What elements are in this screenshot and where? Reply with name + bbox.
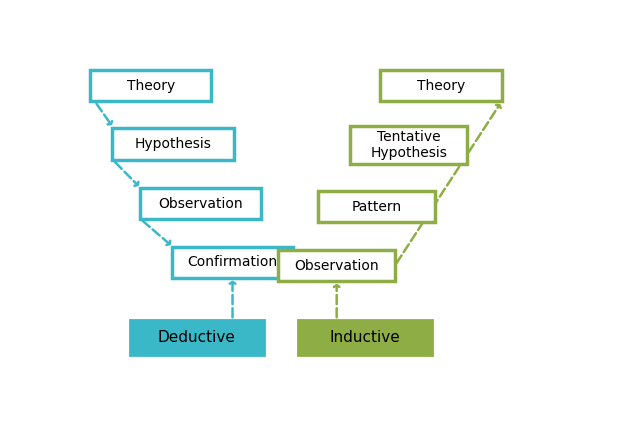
Text: Pattern: Pattern: [351, 200, 401, 214]
FancyBboxPatch shape: [112, 128, 234, 160]
Text: Theory: Theory: [127, 79, 175, 93]
Text: Inductive: Inductive: [330, 330, 401, 345]
FancyBboxPatch shape: [90, 70, 211, 101]
FancyBboxPatch shape: [140, 188, 261, 219]
Text: Tentative
Hypothesis: Tentative Hypothesis: [370, 130, 447, 160]
FancyBboxPatch shape: [298, 320, 432, 354]
FancyBboxPatch shape: [278, 250, 395, 281]
Text: Hypothesis: Hypothesis: [134, 137, 211, 151]
Text: Deductive: Deductive: [157, 330, 236, 345]
FancyBboxPatch shape: [380, 70, 502, 101]
FancyBboxPatch shape: [172, 247, 293, 278]
Text: Theory: Theory: [417, 79, 465, 93]
Text: Observation: Observation: [294, 259, 379, 273]
Text: Observation: Observation: [158, 196, 243, 210]
Text: Confirmation: Confirmation: [188, 255, 278, 269]
FancyBboxPatch shape: [129, 320, 264, 354]
FancyBboxPatch shape: [350, 126, 467, 164]
FancyBboxPatch shape: [318, 191, 435, 222]
